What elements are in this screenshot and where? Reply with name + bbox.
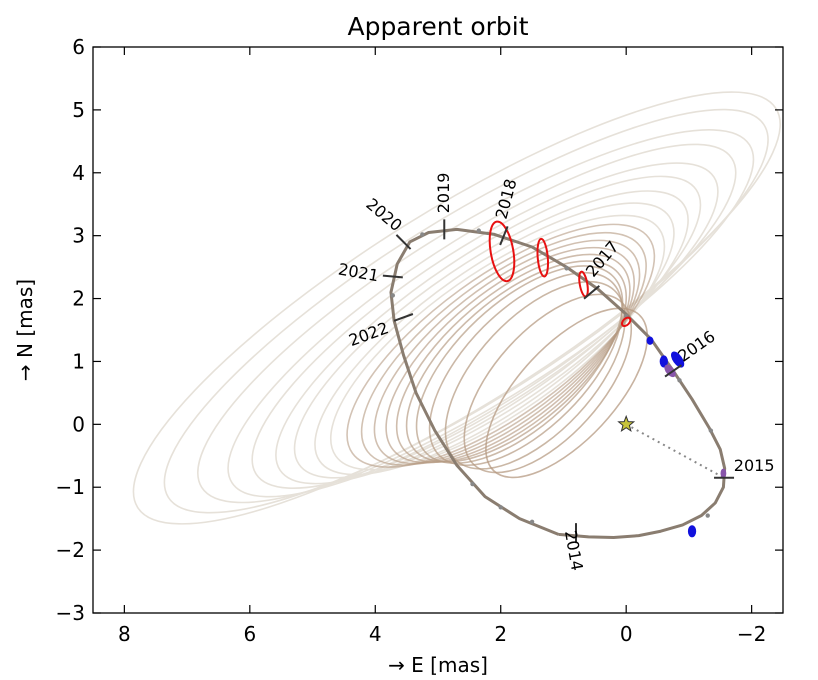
y-tick-label: −2 <box>56 538 85 562</box>
x-tick-label: 6 <box>243 622 256 646</box>
x-tick-label: 2 <box>494 622 507 646</box>
y-tick-label: 1 <box>72 349 85 373</box>
best-orbit-line <box>389 227 727 540</box>
primary-star-icon <box>617 414 636 432</box>
epoch-tick <box>393 313 414 322</box>
minor-epoch-tick <box>476 228 481 233</box>
y-tick-label: 4 <box>72 161 85 185</box>
axes-group: 8 6 4 2 0 −2 6 5 4 3 2 1 0 −1 −2 −3 <box>56 35 783 646</box>
sampled-orbit-line <box>314 202 675 476</box>
sampled-orbit-line <box>360 231 647 466</box>
sampled-orbit-line <box>485 307 649 479</box>
measurement-ellipse <box>664 364 676 378</box>
minor-epoch-tick <box>529 519 535 525</box>
sampled-orbit-line <box>251 162 719 489</box>
x-tick-label: −2 <box>737 622 766 646</box>
sampled-orbit-line <box>395 253 631 463</box>
sampled-orbit-line <box>163 108 769 514</box>
plot-frame <box>92 46 784 614</box>
best-orbit-group <box>389 227 727 540</box>
epoch-tick <box>583 285 600 300</box>
measurement-ellipse <box>488 220 516 283</box>
measurement-ellipse <box>720 468 727 479</box>
y-tick-label: −1 <box>56 475 85 499</box>
sampled-orbit-line <box>444 280 626 470</box>
measurement-ellipse <box>671 351 685 368</box>
y-tick-label: 3 <box>72 224 85 248</box>
minor-epoch-tick <box>677 378 682 383</box>
sampled-orbit-line <box>373 239 641 465</box>
sampled-orbit-line <box>293 190 689 479</box>
epoch-tick <box>395 234 412 250</box>
plot-area <box>93 47 783 613</box>
epoch-tick <box>664 364 682 378</box>
measurement-ellipse <box>687 525 697 538</box>
primary-star-group <box>617 414 636 432</box>
minor-epoch-tick <box>498 505 503 510</box>
sampled-orbit-line <box>275 175 702 485</box>
measurement-ellipse <box>646 336 654 345</box>
separation-line-group <box>625 423 725 479</box>
sampled-orbit-line <box>385 246 635 464</box>
y-tick-label: 0 <box>72 412 85 436</box>
y-axis-label: → N [mas] <box>13 279 37 381</box>
minor-epoch-tick <box>420 232 425 237</box>
sampled-orbit-line <box>463 293 633 474</box>
minor-epoch-tick <box>564 266 569 271</box>
y-tick-label: −3 <box>56 601 85 625</box>
measurement-ellipse <box>659 355 668 368</box>
y-tick-label: 5 <box>72 98 85 122</box>
y-tick-label: 6 <box>72 35 85 59</box>
minor-epoch-tick <box>708 428 714 433</box>
sampled-orbit-line <box>197 129 755 504</box>
measurement-ellipse <box>620 316 632 328</box>
sampled-orbit-line <box>227 143 737 498</box>
minor-epoch-tick <box>705 513 710 518</box>
epoch-tick <box>499 226 509 246</box>
chart-title: Apparent orbit <box>347 12 528 41</box>
measurement-ellipse <box>536 237 550 278</box>
epoch-label: 2015 <box>734 456 775 475</box>
separation-line <box>625 423 725 479</box>
x-tick-label: 0 <box>620 622 633 646</box>
x-tick-label: 4 <box>369 622 382 646</box>
sampled-orbit-line <box>405 260 628 463</box>
sampled-orbit-line <box>329 214 666 471</box>
orbit-samples-group <box>132 91 781 525</box>
minor-epoch-tick <box>470 481 475 487</box>
sampled-orbit-line <box>428 271 623 467</box>
x-axis-label: → E [mas] <box>388 653 488 677</box>
sampled-orbit-line <box>415 265 624 464</box>
y-tick-label: 2 <box>72 287 85 311</box>
epoch-tick <box>382 274 403 279</box>
sampled-orbit-line <box>346 223 656 468</box>
minor-epoch-tick <box>390 293 396 298</box>
epoch-label: 2019 <box>434 173 453 214</box>
x-tick-label: 8 <box>118 622 131 646</box>
